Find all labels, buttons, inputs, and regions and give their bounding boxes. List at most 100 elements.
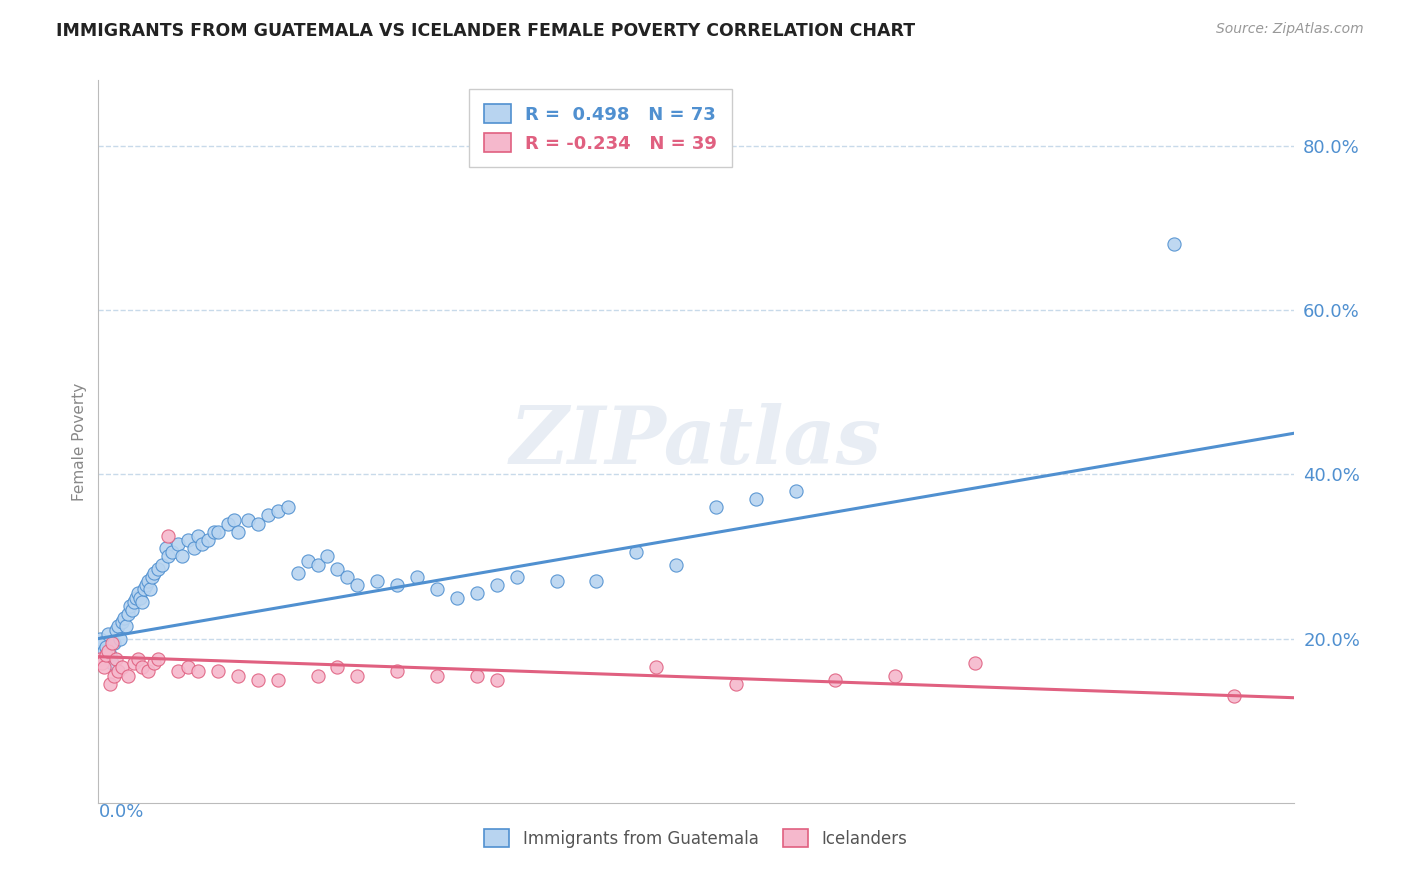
Text: Source: ZipAtlas.com: Source: ZipAtlas.com	[1216, 22, 1364, 37]
Point	[134, 582, 156, 597]
Point	[645, 660, 668, 674]
Point	[127, 652, 149, 666]
Point	[115, 619, 138, 633]
Point	[103, 636, 125, 650]
Point	[105, 624, 128, 638]
Point	[111, 615, 134, 630]
Point	[307, 558, 329, 572]
Point	[148, 562, 170, 576]
Point	[110, 632, 132, 646]
Point	[172, 549, 194, 564]
Point	[506, 570, 529, 584]
Point	[89, 632, 111, 646]
Point	[129, 591, 152, 605]
Point	[91, 657, 114, 671]
Point	[446, 591, 468, 605]
Point	[107, 619, 129, 633]
Point	[426, 668, 449, 682]
Point	[141, 570, 163, 584]
Point	[297, 553, 319, 567]
Point	[160, 545, 183, 559]
Point	[236, 512, 259, 526]
Point	[546, 574, 568, 588]
Point	[150, 558, 173, 572]
Point	[1223, 689, 1246, 703]
Point	[207, 665, 229, 679]
Point	[745, 491, 768, 506]
Point	[316, 549, 339, 564]
Point	[117, 607, 139, 621]
Point	[426, 582, 449, 597]
Point	[1163, 237, 1185, 252]
Point	[336, 570, 359, 584]
Point	[125, 591, 148, 605]
Text: 0.0%: 0.0%	[98, 803, 143, 821]
Point	[183, 541, 205, 556]
Point	[117, 668, 139, 682]
Point	[824, 673, 846, 687]
Point	[107, 665, 129, 679]
Point	[187, 665, 209, 679]
Point	[105, 652, 128, 666]
Point	[89, 652, 111, 666]
Point	[177, 660, 200, 674]
Point	[246, 673, 269, 687]
Point	[246, 516, 269, 531]
Point	[665, 558, 688, 572]
Point	[287, 566, 309, 580]
Point	[124, 594, 146, 608]
Point	[97, 644, 120, 658]
Point	[101, 636, 124, 650]
Point	[121, 603, 143, 617]
Point	[143, 566, 166, 580]
Point	[307, 668, 329, 682]
Point	[385, 578, 409, 592]
Point	[366, 574, 388, 588]
Point	[103, 668, 125, 682]
Point	[191, 537, 214, 551]
Point	[97, 627, 120, 641]
Point	[136, 665, 159, 679]
Point	[346, 578, 368, 592]
Point	[785, 483, 807, 498]
Point	[91, 636, 114, 650]
Point	[465, 668, 488, 682]
Y-axis label: Female Poverty: Female Poverty	[72, 383, 87, 500]
Point	[157, 549, 180, 564]
Point	[406, 570, 429, 584]
Point	[222, 512, 245, 526]
Point	[485, 673, 508, 687]
Point	[217, 516, 239, 531]
Point	[226, 668, 249, 682]
Point	[143, 657, 166, 671]
Point	[93, 660, 115, 674]
Point	[135, 578, 157, 592]
Point	[167, 537, 190, 551]
Point	[267, 673, 290, 687]
Point	[585, 574, 607, 588]
Point	[326, 660, 349, 674]
Point	[277, 500, 299, 515]
Point	[96, 648, 118, 662]
Point	[207, 524, 229, 539]
Point	[148, 652, 170, 666]
Point	[131, 594, 153, 608]
Point	[155, 541, 177, 556]
Point	[98, 677, 122, 691]
Point	[112, 611, 135, 625]
Point	[136, 574, 159, 588]
Point	[127, 586, 149, 600]
Legend: Immigrants from Guatemala, Icelanders: Immigrants from Guatemala, Icelanders	[475, 821, 917, 856]
Point	[120, 599, 142, 613]
Point	[93, 644, 115, 658]
Point	[96, 640, 118, 654]
Point	[963, 657, 986, 671]
Point	[131, 660, 153, 674]
Point	[346, 668, 368, 682]
Point	[267, 504, 290, 518]
Point	[704, 500, 727, 515]
Text: ZIPatlas: ZIPatlas	[510, 403, 882, 480]
Point	[226, 524, 249, 539]
Point	[187, 529, 209, 543]
Point	[124, 657, 146, 671]
